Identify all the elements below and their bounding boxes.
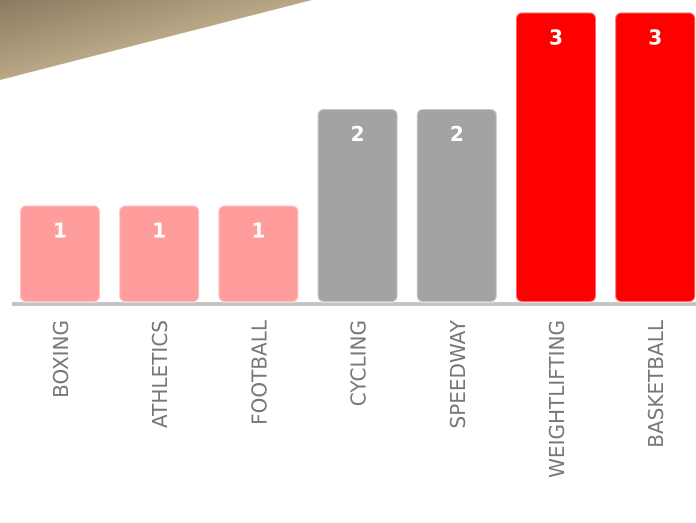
value-label: 2 [450,122,464,146]
value-label: 1 [152,219,166,243]
x-tick-label: BASKETBALL [644,319,668,448]
x-tick-label: ATHLETICS [148,320,172,428]
x-tick-label: FOOTBALL [247,319,271,425]
value-label: 1 [251,219,265,243]
x-tick-label: CYCLING [347,320,371,406]
bar [516,13,596,303]
value-label: 3 [549,26,563,50]
value-label: 1 [53,219,67,243]
background-photo [0,0,312,80]
x-tick-label: SPEEDWAY [446,319,470,428]
value-label: 3 [648,26,662,50]
value-label: 2 [351,122,365,146]
chart: 1 BOXING 1 ATHLETICS 1 FOOTBALL 2 CYCLING 2 SPEED… [0,0,696,523]
x-tick-label: WEIGHTLIFTING [545,320,569,478]
bar [615,13,695,303]
x-tick-label: BOXING [49,320,73,398]
